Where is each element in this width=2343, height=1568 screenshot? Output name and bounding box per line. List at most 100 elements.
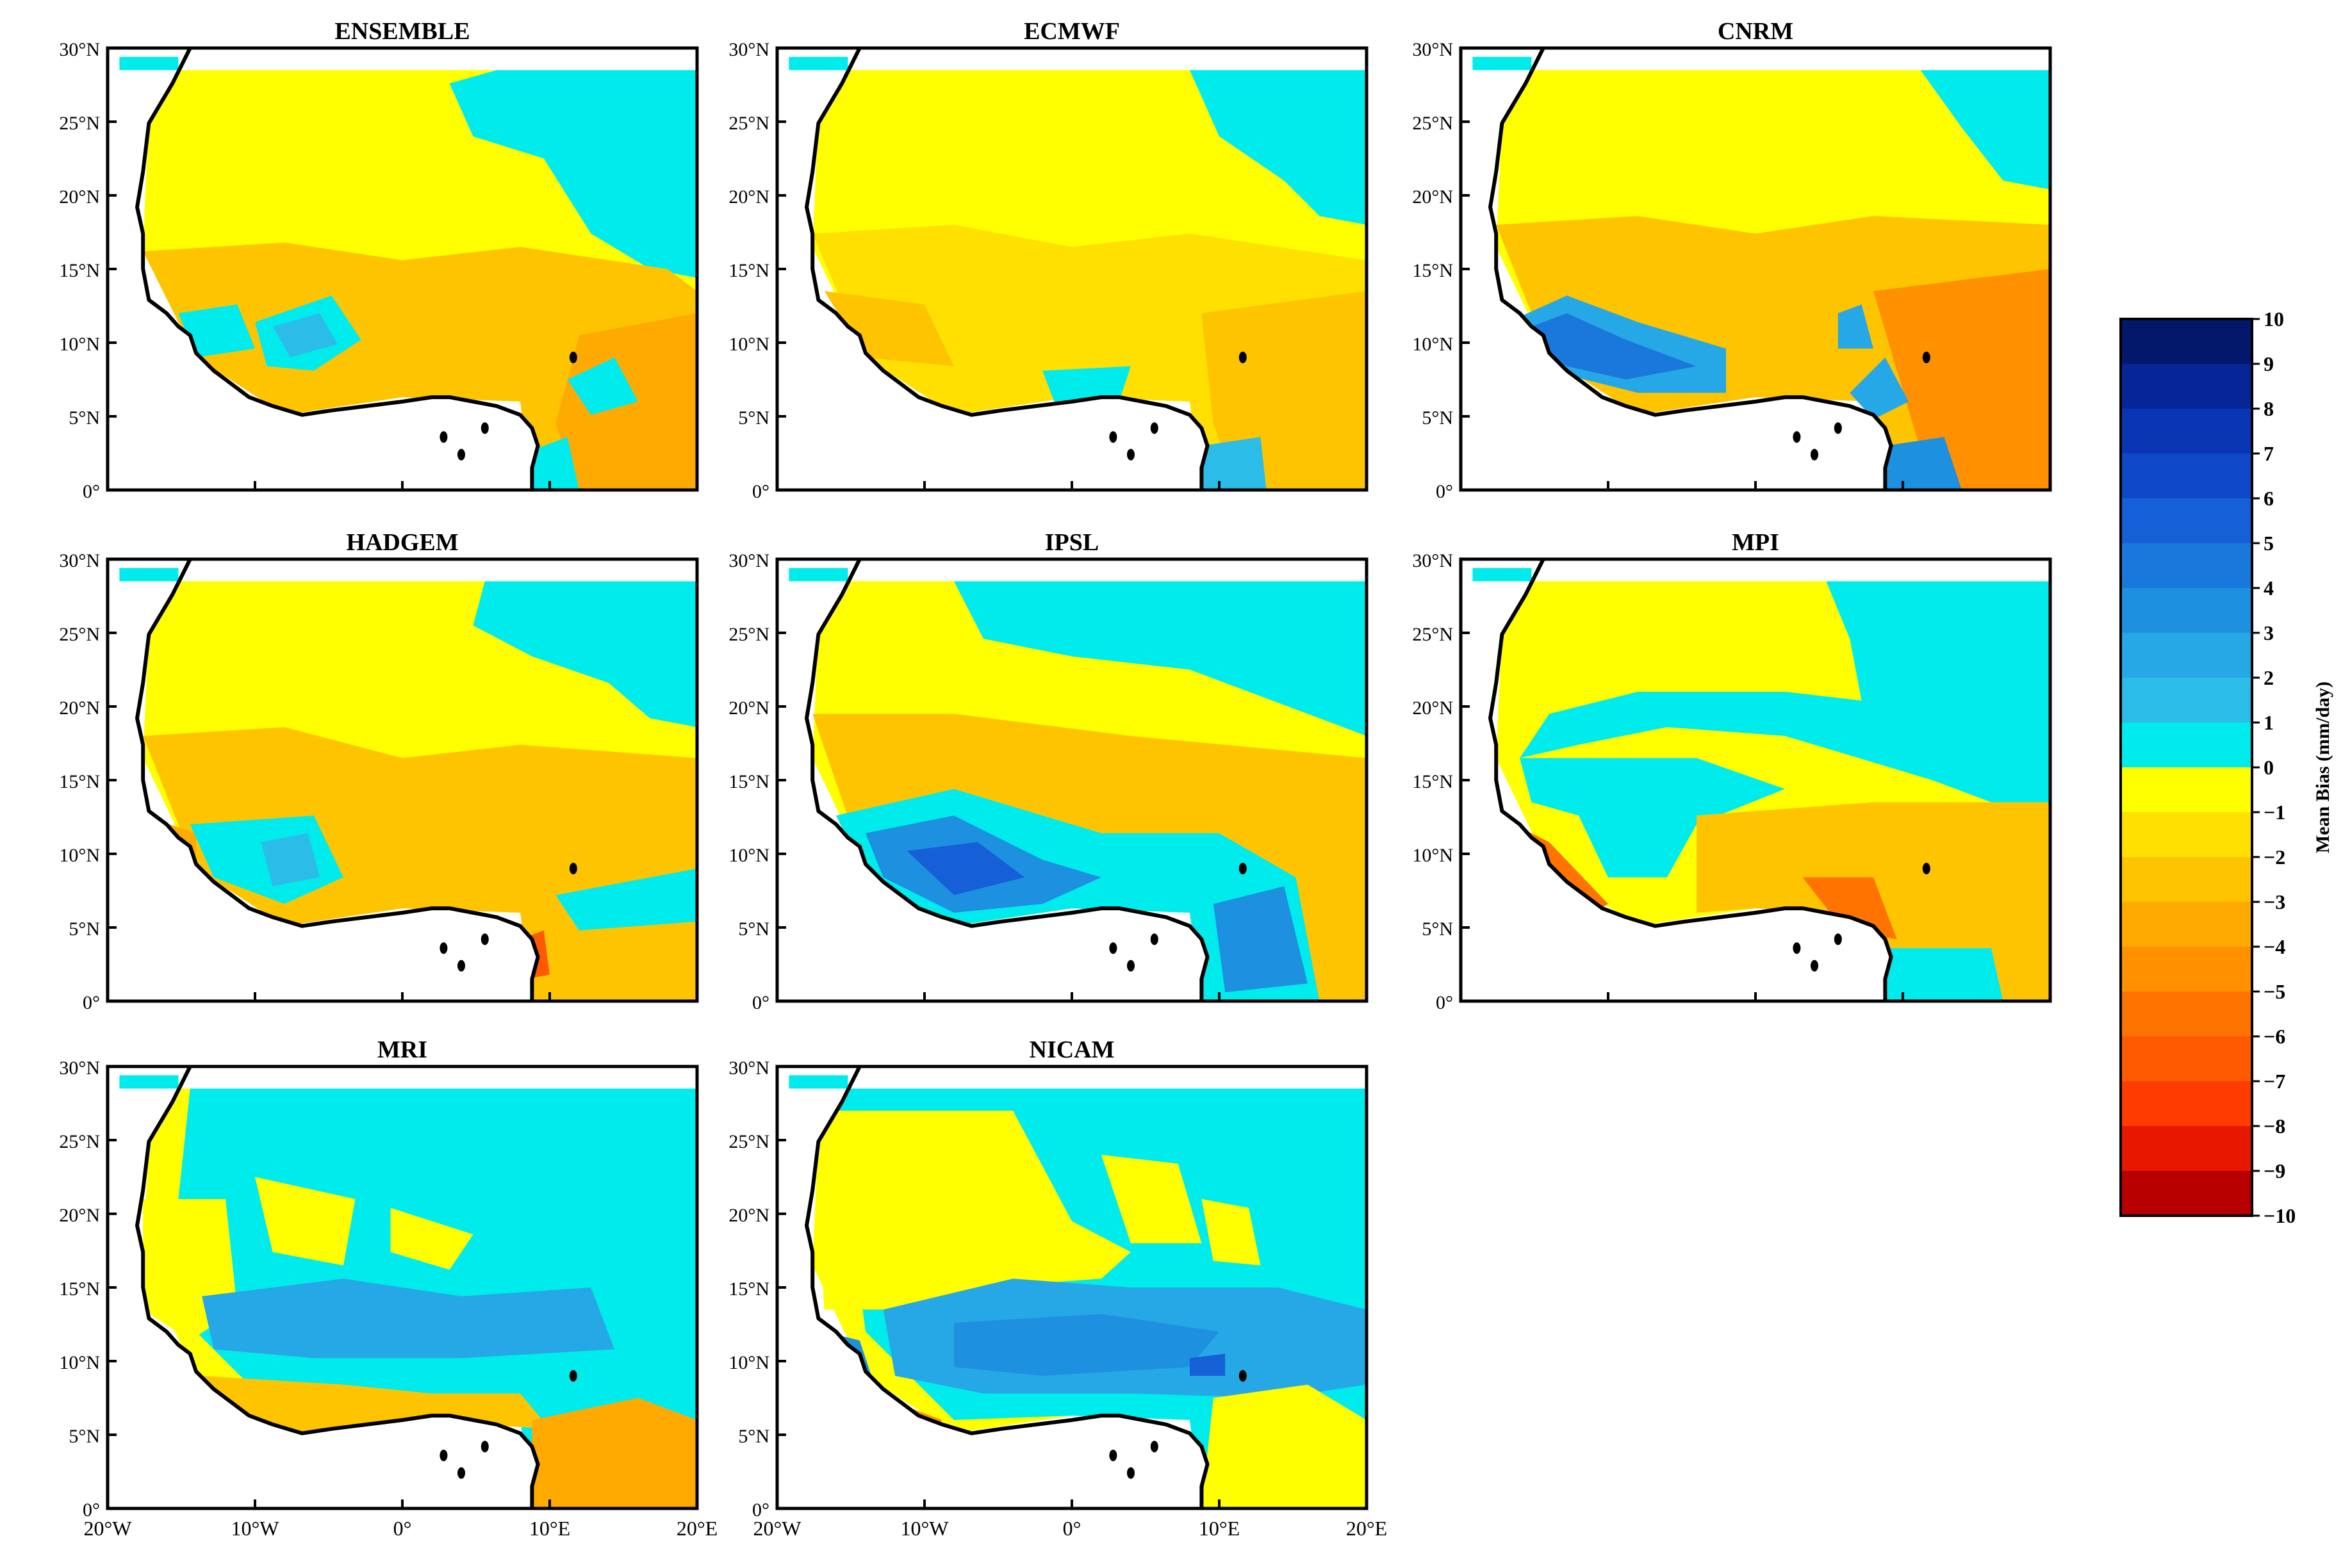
island — [569, 863, 577, 874]
island — [1811, 448, 1818, 461]
lon-tick-label: 20°W — [84, 1517, 133, 1540]
bias-region — [143, 727, 697, 1001]
colorbar-tick-label: 3 — [2264, 621, 2274, 644]
colorbar-segment — [2121, 409, 2252, 454]
lat-tick-label: 20°N — [728, 698, 769, 719]
lat-tick-label: 25°N — [59, 624, 100, 645]
colorbar-segment — [2121, 1036, 2252, 1082]
ocean-mask — [777, 559, 1208, 1001]
bias-region — [1873, 269, 2050, 490]
lat-tick-label: 25°N — [59, 1131, 100, 1152]
coastline — [805, 48, 1210, 490]
bias-region — [1213, 886, 1308, 993]
island — [1127, 1467, 1135, 1479]
colorbar-tick-label: 2 — [2264, 666, 2274, 689]
coastline — [805, 1066, 1210, 1508]
lat-tick-label: 0° — [1436, 992, 1453, 1013]
colorbar-tick-label: −9 — [2264, 1159, 2285, 1182]
lon-tick-label: 20°E — [1346, 1517, 1387, 1540]
lat-tick-label: 15°N — [1412, 260, 1453, 281]
colorbar-segment — [2121, 453, 2252, 499]
bias-region — [1837, 304, 1873, 349]
lat-tick-label: 10°N — [59, 845, 100, 866]
island — [1150, 422, 1158, 434]
island — [1238, 352, 1247, 363]
lat-tick-label: 5°N — [1422, 919, 1453, 940]
bias-region — [532, 1398, 697, 1508]
lat-tick-label: 15°N — [728, 1278, 769, 1300]
colorbar-segment — [2121, 902, 2252, 947]
bias-region — [1190, 70, 1367, 225]
island — [1834, 933, 1842, 945]
lat-tick-label: 10°N — [728, 845, 769, 866]
colorbar-tick-label: 9 — [2264, 352, 2274, 375]
coastline — [1488, 559, 1893, 1001]
bias-region — [1520, 313, 1697, 380]
lat-tick-label: 30°N — [728, 1058, 769, 1079]
island — [1150, 1441, 1158, 1453]
bias-region — [1201, 1199, 1261, 1266]
bias-region — [449, 70, 697, 278]
bias-region — [1920, 70, 2050, 190]
bias-region — [1496, 216, 2050, 490]
island — [569, 1370, 577, 1382]
island — [457, 960, 465, 972]
ocean-mask — [108, 559, 538, 1001]
lat-tick-label: 10°N — [59, 1352, 100, 1373]
colorbar-segment — [2121, 364, 2252, 409]
bias-region — [261, 833, 320, 886]
coastline — [805, 559, 1210, 1001]
colorbar-segment — [2121, 498, 2252, 544]
ocean-mask — [1461, 559, 1891, 1001]
island — [1150, 933, 1158, 945]
lat-tick-label: 25°N — [728, 113, 769, 134]
lat-tick-label: 25°N — [59, 113, 100, 134]
lat-tick-label: 0° — [752, 481, 769, 502]
island — [1127, 448, 1135, 461]
colorbar-segment — [2121, 678, 2252, 723]
island — [1793, 431, 1801, 443]
ocean-mask — [777, 1066, 1208, 1508]
island — [457, 448, 465, 461]
lat-tick-label: 30°N — [1412, 39, 1453, 60]
bias-region — [473, 581, 697, 728]
lat-tick-label: 15°N — [728, 771, 769, 792]
bias-region — [1850, 357, 1909, 420]
colorbar-tick-label: −7 — [2264, 1070, 2285, 1093]
lat-tick-label: 20°N — [1412, 698, 1453, 719]
bias-region — [390, 1207, 473, 1270]
panel-title: MRI — [377, 1036, 427, 1063]
island — [440, 942, 448, 954]
map-panel-ecmwf: ECMWF 0° 5°N 10°N 15°N 20°N 25°N 30°N — [728, 18, 1369, 502]
lat-tick-label: 30°N — [59, 39, 100, 60]
lat-tick-label: 20°N — [728, 186, 769, 208]
ocean-mask — [777, 48, 1208, 490]
coastline — [1488, 48, 1893, 490]
map-panel-ipsl: IPSL 0° 5°N 10°N 15°N 20°N 25°N 30°N — [728, 529, 1369, 1013]
lon-tick-label: 0° — [393, 1517, 412, 1540]
lat-tick-label: 20°N — [728, 1205, 769, 1226]
lon-tick-label: 10°W — [901, 1517, 950, 1540]
island — [1922, 352, 1930, 363]
lat-tick-label: 10°N — [1412, 334, 1453, 355]
lon-tick-label: 10°E — [529, 1517, 570, 1540]
colorbar-tick-label: 0 — [2264, 756, 2274, 779]
colorbar-segment — [2121, 543, 2252, 589]
bias-region — [255, 1177, 356, 1266]
map-panel-cnrm: CNRM 0° 5°N 10°N 15°N 20°N 25°N 30°N — [1412, 18, 2052, 502]
lat-tick-label: 0° — [83, 1499, 100, 1521]
panel-title: CNRM — [1718, 18, 1793, 45]
bias-region — [272, 313, 338, 357]
bias-region — [1190, 1353, 1226, 1376]
colorbar-segment — [2121, 1171, 2252, 1216]
colorbar-tick-label: 8 — [2264, 397, 2274, 420]
lon-tick-label: 20°E — [677, 1517, 718, 1540]
colorbar-segment — [2121, 588, 2252, 633]
lat-tick-label: 15°N — [59, 260, 100, 281]
colorbar-tick-label: −6 — [2264, 1025, 2285, 1048]
lon-tick-label: 10°E — [1199, 1517, 1240, 1540]
coastline — [135, 48, 540, 490]
colorbar-segment — [2121, 1081, 2252, 1127]
lat-tick-label: 10°N — [728, 334, 769, 355]
lat-tick-label: 20°N — [59, 186, 100, 208]
